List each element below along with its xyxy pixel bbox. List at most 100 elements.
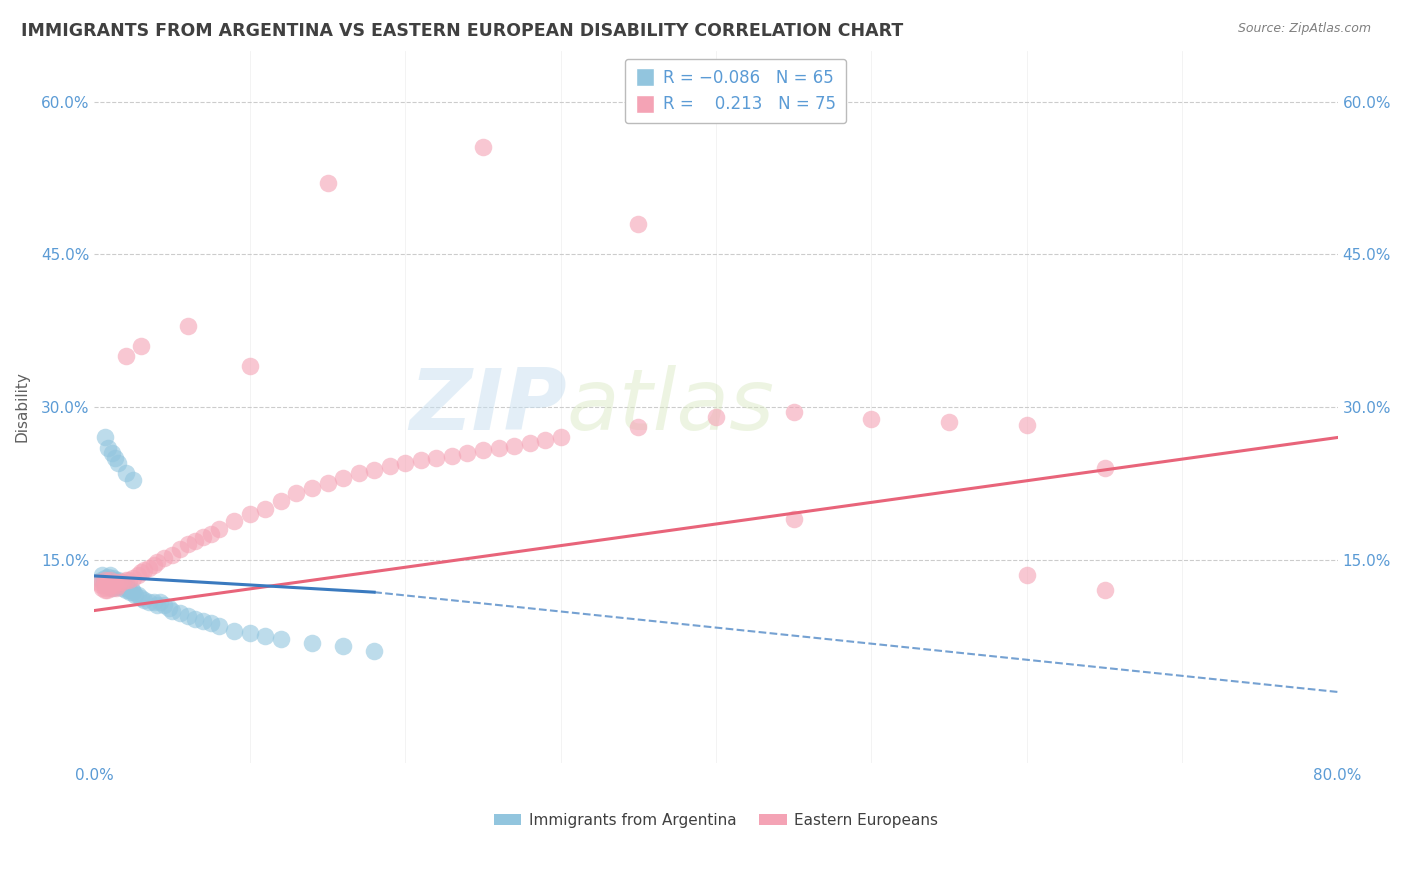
- Point: [224, 624, 246, 638]
- Point: [519, 435, 541, 450]
- Point: [97, 574, 120, 589]
- Point: [1094, 461, 1116, 475]
- Point: [111, 574, 134, 589]
- Point: [114, 349, 136, 363]
- Point: [704, 410, 727, 425]
- Point: [110, 578, 132, 592]
- Point: [114, 583, 136, 598]
- Point: [104, 573, 127, 587]
- Point: [89, 574, 111, 589]
- Point: [425, 450, 447, 465]
- Point: [134, 563, 156, 577]
- Point: [456, 446, 478, 460]
- Point: [472, 442, 495, 457]
- Point: [1094, 583, 1116, 598]
- Point: [94, 573, 117, 587]
- Point: [124, 588, 146, 602]
- Point: [239, 626, 262, 640]
- Point: [101, 571, 124, 585]
- Point: [97, 574, 120, 589]
- Point: [160, 603, 183, 617]
- Point: [860, 412, 883, 426]
- Point: [115, 581, 138, 595]
- Point: [254, 629, 277, 643]
- Point: [254, 501, 277, 516]
- Point: [200, 527, 222, 541]
- Point: [107, 456, 129, 470]
- Point: [96, 573, 118, 587]
- Point: [91, 567, 114, 582]
- Point: [134, 593, 156, 607]
- Text: ZIP: ZIP: [409, 366, 567, 449]
- Point: [111, 581, 134, 595]
- Point: [101, 578, 124, 592]
- Point: [145, 599, 167, 613]
- Text: Source: ZipAtlas.com: Source: ZipAtlas.com: [1237, 22, 1371, 36]
- Point: [129, 565, 152, 579]
- Point: [270, 493, 292, 508]
- Point: [177, 318, 200, 333]
- Point: [100, 446, 122, 460]
- Point: [97, 581, 120, 595]
- Point: [90, 578, 112, 592]
- Point: [101, 576, 124, 591]
- Point: [200, 615, 222, 630]
- Point: [208, 522, 231, 536]
- Point: [96, 583, 118, 598]
- Point: [316, 176, 339, 190]
- Point: [169, 542, 191, 557]
- Point: [301, 481, 323, 495]
- Point: [104, 574, 127, 589]
- Point: [114, 578, 136, 592]
- Point: [363, 644, 385, 658]
- Point: [107, 573, 129, 587]
- Point: [129, 339, 152, 353]
- Point: [127, 588, 149, 602]
- Point: [96, 578, 118, 592]
- Point: [145, 555, 167, 569]
- Point: [98, 573, 121, 587]
- Point: [193, 614, 215, 628]
- Point: [503, 439, 526, 453]
- Point: [97, 441, 120, 455]
- Point: [94, 576, 117, 591]
- Point: [97, 570, 120, 584]
- Point: [153, 599, 176, 613]
- Point: [105, 581, 128, 595]
- Point: [94, 583, 117, 598]
- Point: [1015, 567, 1038, 582]
- Legend: Immigrants from Argentina, Eastern Europeans: Immigrants from Argentina, Eastern Europ…: [488, 806, 945, 834]
- Point: [184, 612, 207, 626]
- Point: [301, 636, 323, 650]
- Point: [108, 574, 131, 589]
- Point: [347, 466, 370, 480]
- Point: [488, 441, 510, 455]
- Point: [93, 578, 115, 592]
- Point: [114, 573, 136, 587]
- Point: [100, 581, 122, 595]
- Point: [127, 567, 149, 582]
- Point: [239, 359, 262, 374]
- Point: [534, 433, 557, 447]
- Text: atlas: atlas: [567, 366, 775, 449]
- Point: [224, 514, 246, 528]
- Point: [98, 578, 121, 592]
- Point: [90, 573, 112, 587]
- Point: [394, 456, 416, 470]
- Point: [153, 550, 176, 565]
- Point: [938, 415, 960, 429]
- Point: [285, 486, 308, 500]
- Point: [157, 601, 180, 615]
- Point: [169, 606, 191, 620]
- Point: [120, 585, 142, 599]
- Point: [122, 585, 145, 599]
- Point: [332, 471, 354, 485]
- Point: [378, 458, 401, 473]
- Point: [149, 595, 172, 609]
- Point: [129, 591, 152, 606]
- Point: [177, 537, 200, 551]
- Text: IMMIGRANTS FROM ARGENTINA VS EASTERN EUROPEAN DISABILITY CORRELATION CHART: IMMIGRANTS FROM ARGENTINA VS EASTERN EUR…: [21, 22, 903, 40]
- Point: [104, 578, 127, 592]
- Point: [208, 619, 231, 633]
- Point: [783, 512, 806, 526]
